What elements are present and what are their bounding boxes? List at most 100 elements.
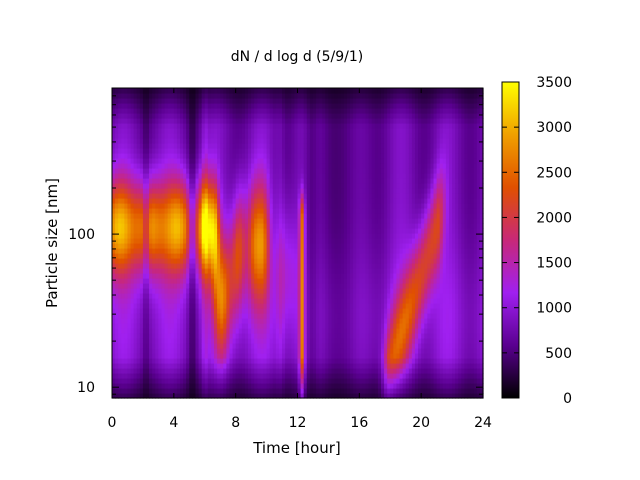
heatmap-cell — [232, 248, 237, 254]
heatmap-cell — [294, 328, 299, 334]
heatmap-cell — [223, 258, 227, 264]
heatmap-cell — [176, 113, 181, 119]
heatmap-cell — [269, 313, 274, 319]
heatmap-cell — [353, 323, 357, 329]
heatmap-cell — [127, 108, 132, 114]
heatmap-cell — [275, 318, 280, 324]
heatmap-cell — [158, 333, 163, 339]
heatmap-cell — [343, 393, 348, 399]
heatmap-cell — [155, 88, 159, 94]
heatmap-cell — [248, 148, 252, 154]
heatmap-cell — [149, 238, 153, 244]
heatmap-cell — [142, 343, 147, 349]
heatmap-cell — [130, 138, 135, 144]
heatmap-cell — [220, 118, 224, 124]
heatmap-cell — [183, 333, 187, 339]
heatmap-cell — [312, 353, 317, 359]
heatmap-cell — [272, 273, 277, 279]
heatmap-cell — [136, 383, 141, 389]
heatmap-cell — [198, 323, 203, 329]
heatmap-cell — [340, 318, 345, 324]
heatmap-cell — [244, 318, 249, 324]
heatmap-cell — [346, 123, 351, 129]
heatmap-cell — [353, 328, 357, 334]
heatmap-cell — [112, 368, 116, 374]
heatmap-cell — [195, 268, 200, 274]
heatmap-cell — [257, 173, 261, 179]
heatmap-cell — [186, 88, 190, 94]
heatmap-cell — [238, 123, 243, 129]
heatmap-cell — [180, 248, 184, 254]
heatmap-cell — [294, 228, 299, 234]
heatmap-cell — [139, 268, 144, 274]
heatmap-cell — [294, 193, 299, 199]
heatmap-cell — [164, 123, 169, 129]
heatmap-cell — [226, 163, 231, 169]
heatmap-cell — [291, 378, 296, 384]
heatmap-cell — [139, 263, 144, 269]
heatmap-cell — [167, 243, 172, 249]
heatmap-cell — [210, 123, 215, 129]
heatmap-cell — [300, 293, 305, 299]
heatmap-cell — [282, 378, 286, 384]
heatmap-cell — [201, 133, 206, 139]
heatmap-cell — [204, 273, 209, 279]
heatmap-cell — [275, 123, 280, 129]
heatmap-cell — [282, 93, 286, 99]
heatmap-cell — [183, 278, 187, 284]
heatmap-cell — [272, 298, 277, 304]
heatmap-cell — [121, 138, 125, 144]
heatmap-cell — [155, 103, 159, 109]
heatmap-cell — [263, 203, 268, 209]
heatmap-cell — [306, 253, 311, 259]
heatmap-cell — [285, 193, 289, 199]
heatmap-cell — [285, 378, 289, 384]
heatmap-cell — [251, 263, 255, 269]
heatmap-cell — [278, 348, 283, 354]
heatmap-cell — [176, 258, 181, 264]
heatmap-cell — [210, 158, 215, 164]
heatmap-cell — [186, 203, 190, 209]
heatmap-cell — [192, 243, 197, 249]
heatmap-cell — [241, 303, 246, 309]
heatmap-cell — [244, 303, 249, 309]
heatmap-cell — [238, 238, 243, 244]
heatmap-cell — [158, 113, 163, 119]
heatmap-cell — [291, 223, 296, 229]
heatmap-cell — [115, 228, 119, 234]
heatmap-cell — [316, 298, 320, 304]
heatmap-cell — [340, 358, 345, 364]
heatmap-cell — [285, 233, 289, 239]
heatmap-cell — [254, 113, 258, 119]
heatmap-cell — [346, 88, 351, 94]
heatmap-cell — [325, 233, 330, 239]
heatmap-cell — [170, 178, 175, 184]
heatmap-cell — [272, 373, 277, 379]
heatmap-cell — [112, 188, 116, 194]
heatmap-cell — [139, 143, 144, 149]
heatmap-cell — [303, 258, 308, 264]
heatmap-cell — [291, 318, 296, 324]
heatmap-cell — [309, 233, 314, 239]
heatmap-cell — [133, 258, 138, 264]
heatmap-cell — [158, 313, 163, 319]
heatmap-cell — [229, 223, 234, 229]
heatmap-cell — [260, 113, 265, 119]
heatmap-cell — [210, 138, 215, 144]
heatmap-cell — [278, 153, 283, 159]
heatmap-cell — [263, 328, 268, 334]
heatmap-cell — [152, 273, 156, 279]
heatmap-cell — [198, 208, 203, 214]
heatmap-cell — [251, 368, 255, 374]
heatmap-cell — [334, 213, 339, 219]
heatmap-cell — [248, 298, 252, 304]
heatmap-cell — [214, 148, 218, 154]
heatmap-cell — [158, 318, 163, 324]
heatmap-cell — [291, 228, 296, 234]
heatmap-cell — [201, 88, 206, 94]
heatmap-cell — [220, 378, 224, 384]
heatmap-cell — [124, 268, 129, 274]
heatmap-cell — [309, 113, 314, 119]
heatmap-cell — [340, 343, 345, 349]
heatmap-cell — [359, 273, 364, 279]
